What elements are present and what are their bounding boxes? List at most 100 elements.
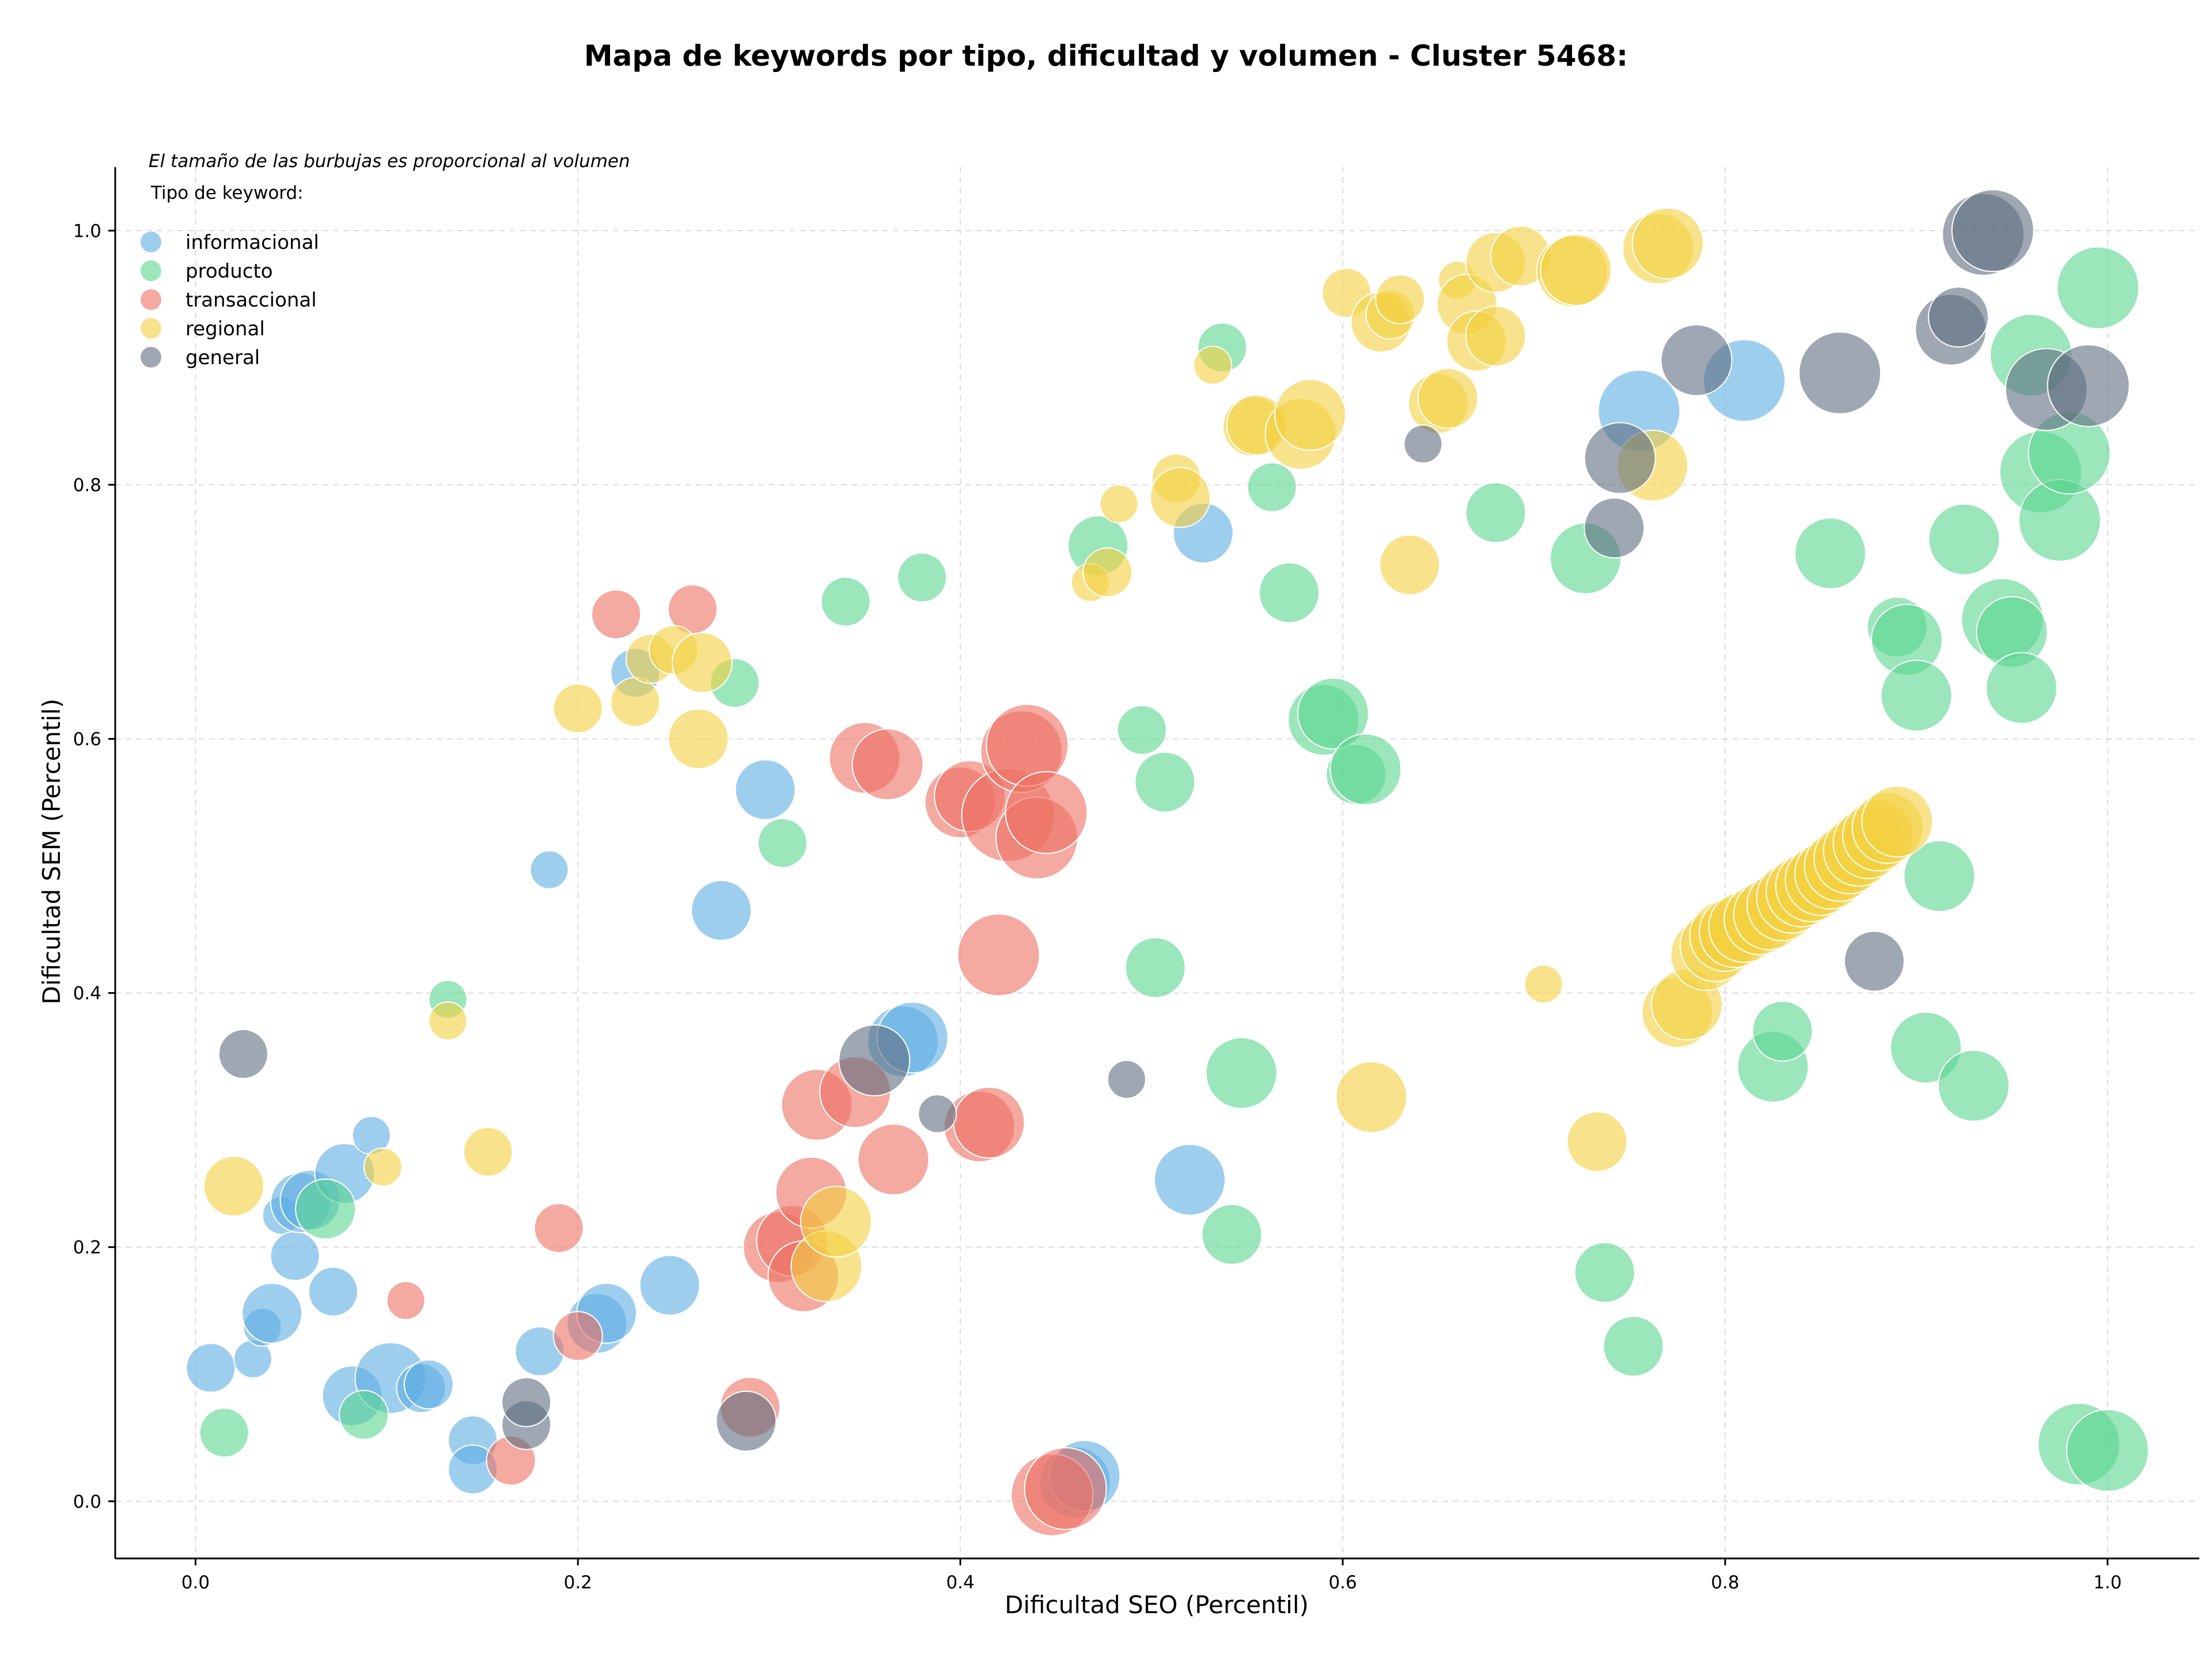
y-tick-label: 0.2 — [73, 1238, 101, 1258]
bubble-regional — [1524, 964, 1563, 1004]
bubble-regional — [1861, 785, 1934, 858]
bubble-general — [715, 1390, 777, 1452]
bubble-informacional — [403, 1359, 454, 1410]
bubble-producto — [897, 552, 948, 603]
x-tick-label: 0.6 — [1328, 1572, 1357, 1593]
bubble-informacional — [691, 880, 752, 941]
bubble-regional — [463, 1126, 513, 1177]
bubble-regional — [1631, 207, 1704, 279]
bubble-layer — [185, 189, 2149, 1537]
bubble-producto — [1259, 562, 1320, 623]
bubble-general — [838, 1024, 911, 1096]
bubble-general — [1843, 930, 1905, 992]
legend-marker-producto — [141, 260, 161, 281]
bubble-general — [1660, 324, 1733, 396]
chart-title: Mapa de keywords por tipo, dificultad y … — [584, 39, 1628, 73]
bubble-producto — [1985, 652, 2058, 724]
bubble-informacional — [529, 850, 569, 890]
bubble-transaccional — [953, 1087, 1025, 1159]
bubble-general — [1107, 1060, 1146, 1099]
bubble-producto — [2056, 246, 2140, 330]
x-tick-label: 1.0 — [2093, 1572, 2122, 1593]
bubble-regional — [1335, 1061, 1408, 1133]
bubble-producto — [1116, 705, 1167, 755]
x-axis-label: Dificultad SEO (Percentil) — [1005, 1591, 1309, 1619]
bubble-informacional — [185, 1342, 236, 1393]
bubble-transaccional — [851, 728, 924, 801]
bubble-producto — [757, 818, 808, 868]
bubble-regional — [610, 677, 661, 728]
x-tick-label: 0.8 — [1711, 1572, 1739, 1593]
legend-label-regional: regional — [185, 317, 265, 340]
bubble-regional — [1417, 368, 1479, 429]
bubble-regional — [672, 632, 733, 694]
bubble-producto — [1880, 659, 1953, 732]
bubble-transaccional — [957, 913, 1040, 997]
bubble-producto — [1247, 462, 1297, 513]
legend: informacional producto transaccional region… — [141, 231, 319, 369]
bubble-producto — [1201, 1204, 1263, 1265]
legend-marker-informacional — [141, 232, 161, 252]
legend-marker-general — [141, 347, 161, 368]
size-note: El tamaño de las burbujas es proporciona… — [149, 151, 630, 172]
bubble-producto — [1752, 1000, 1813, 1062]
bubble-regional — [1540, 234, 1612, 307]
bubble-producto — [295, 1178, 357, 1240]
bubble-regional — [1375, 274, 1426, 324]
bubble-regional — [1149, 467, 1211, 528]
bubble-transaccional — [552, 1311, 603, 1361]
bubble-informacional — [241, 1282, 303, 1344]
y-tick-label: 0.8 — [73, 475, 101, 495]
bubble-informacional — [308, 1266, 358, 1317]
bubble-general — [1584, 497, 1645, 559]
bubble-producto — [1794, 517, 1866, 589]
bubble-general — [1584, 422, 1656, 494]
tick-layer: 0.0 0.2 0.4 0.6 0.8 1.0 0.0 0.2 0.4 0.6 0.8 1.0 — [73, 221, 2122, 1593]
bubble-transaccional — [533, 1203, 584, 1254]
x-tick-label: 0.0 — [181, 1572, 210, 1593]
bubble-general — [918, 1094, 957, 1134]
bubble-regional — [1566, 1111, 1628, 1172]
y-tick-label: 1.0 — [73, 221, 101, 241]
y-tick-label: 0.6 — [73, 729, 101, 750]
bubble-regional — [428, 1001, 468, 1041]
legend-title: Tipo de keyword: — [150, 183, 304, 203]
bubble-producto — [1297, 677, 1369, 750]
bubble-regional — [203, 1155, 264, 1217]
legend-label-general: general — [185, 346, 260, 369]
bubble-regional — [1465, 305, 1527, 367]
x-tick-label: 0.4 — [946, 1572, 974, 1593]
bubble-producto — [1928, 503, 2001, 576]
bubble-producto — [1889, 1011, 1962, 1084]
bubble-informacional — [270, 1231, 320, 1281]
bubble-producto — [339, 1390, 389, 1440]
bubble-general — [2047, 344, 2130, 427]
bubble-transaccional — [857, 1123, 930, 1195]
y-axis-label: Dificultad SEM (Percentil) — [37, 699, 66, 1005]
grid-layer — [115, 167, 2199, 1558]
bubble-general — [1951, 189, 2035, 273]
bubble-producto — [199, 1408, 249, 1458]
bubble-producto — [1330, 733, 1402, 805]
bubble-transaccional — [591, 589, 642, 640]
bubble-regional — [1193, 346, 1233, 385]
bubble-producto — [1574, 1242, 1635, 1303]
bubble-general — [1403, 424, 1443, 464]
bubble-producto — [2066, 1409, 2149, 1492]
bubble-regional — [668, 708, 729, 770]
bubble-producto — [1937, 1050, 2010, 1122]
axes-layer — [114, 167, 2199, 1560]
legend-label-producto: producto — [185, 260, 273, 283]
y-tick-label: 0.4 — [73, 983, 101, 1004]
bubble-producto — [1124, 937, 1186, 998]
y-tick-label: 0.0 — [73, 1492, 101, 1512]
bubble-producto — [1205, 1037, 1278, 1110]
bubble-producto — [1465, 482, 1527, 543]
bubble-regional — [1379, 534, 1441, 596]
bubble-producto — [1603, 1315, 1664, 1377]
bubble-producto — [820, 576, 871, 627]
bubble-regional — [1274, 379, 1347, 451]
bubble-informacional — [639, 1254, 700, 1316]
bubble-producto — [1134, 751, 1196, 813]
bubble-general — [1798, 331, 1881, 415]
